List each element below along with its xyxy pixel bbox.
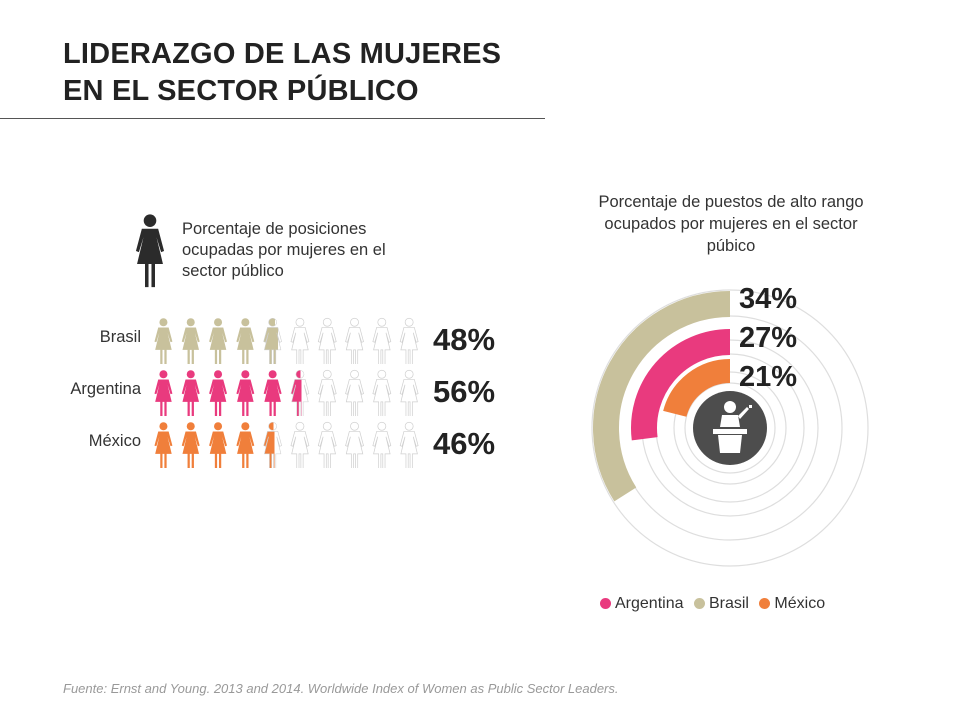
row-mexico: México 46% — [0, 420, 520, 472]
value-label: 48% — [433, 322, 496, 357]
person-icon — [317, 317, 337, 365]
legend-item-brasil: Brasil — [693, 595, 749, 613]
person-icon — [209, 318, 228, 365]
ring-value-label-brasil: 34% — [739, 283, 798, 315]
person-icon — [263, 370, 282, 417]
track-circle — [684, 382, 776, 474]
ring-bars — [593, 291, 731, 502]
legend-swatch — [759, 598, 771, 609]
person-icon — [154, 318, 173, 365]
legend-swatch — [600, 598, 611, 609]
category-label: Argentina — [70, 380, 141, 398]
person-icon — [181, 422, 200, 469]
value-label: 56% — [433, 374, 496, 409]
ring-value-label-argentina: 27% — [739, 322, 798, 354]
radial-chart-description: Porcentaje de puestos de alto rango ocup… — [598, 193, 864, 255]
person-icon — [209, 422, 228, 469]
pictogram-svg — [154, 317, 419, 365]
person-icon — [399, 317, 419, 365]
ring-bar-argentina — [631, 329, 731, 441]
person-icon — [317, 369, 337, 417]
person-icon — [345, 317, 364, 365]
legend: Argentina Brasil México — [600, 595, 831, 613]
chart-title: LIDERAZGO DE LAS MUJERES EN EL SECTOR PÚ… — [63, 36, 501, 110]
legend-label: Argentina — [615, 595, 684, 612]
legend-item-mexico: México — [759, 595, 825, 613]
person-icon — [236, 370, 255, 417]
person-icon — [372, 369, 392, 417]
person-icon — [263, 317, 282, 365]
person-icon — [345, 421, 364, 469]
row-argentina: Argentina 56% — [0, 368, 520, 420]
speaker-at-podium-icon — [693, 391, 767, 465]
person-icon — [317, 421, 337, 469]
ring-bar-brasil — [593, 291, 731, 502]
figure-row — [154, 420, 424, 473]
source-note: Fuente: Ernst and Young. 2013 and 2014. … — [63, 681, 619, 696]
title-divider — [0, 118, 545, 119]
person-icon — [181, 370, 200, 417]
person-icon — [154, 422, 173, 469]
pictogram-svg — [154, 369, 419, 417]
person-icon — [372, 421, 392, 469]
title-line-2: EN EL SECTOR PÚBLICO — [63, 75, 419, 107]
legend-label: México — [774, 595, 826, 612]
value-label: 46% — [433, 426, 496, 461]
category-label: México — [88, 432, 141, 450]
figure-row — [154, 368, 424, 421]
legend-label: Brasil — [708, 595, 749, 612]
person-icon — [290, 369, 310, 417]
track-circle — [673, 371, 787, 485]
category-label: Brasil — [99, 328, 141, 346]
row-brasil: Brasil 48% — [0, 316, 520, 368]
title-line-1: LIDERAZGO DE LAS MUJERES — [63, 38, 502, 70]
person-icon — [399, 369, 419, 417]
person-icon — [372, 317, 392, 365]
pictogram-svg — [154, 421, 419, 469]
ring-value-label-mexico: 21% — [739, 361, 798, 393]
ring-tracks — [591, 289, 869, 567]
person-icon — [263, 421, 282, 469]
radial-bar-chart — [591, 289, 869, 567]
person-icon — [345, 369, 364, 417]
figure-row — [154, 316, 424, 369]
person-icon — [290, 317, 310, 365]
person-icon — [399, 421, 419, 469]
ring-bar-méxico — [663, 359, 731, 418]
person-icon — [290, 421, 310, 469]
person-icon — [154, 370, 173, 417]
legend-swatch — [693, 598, 705, 609]
person-icon — [181, 318, 200, 365]
legend-item-argentina: Argentina — [600, 595, 684, 613]
person-icon — [236, 318, 255, 365]
track-circle — [591, 289, 869, 567]
person-icon — [236, 422, 255, 469]
woman-icon — [135, 214, 165, 293]
pictogram-description: Porcentaje de posiciones ocupadas por mu… — [182, 220, 386, 280]
person-icon — [209, 370, 228, 417]
